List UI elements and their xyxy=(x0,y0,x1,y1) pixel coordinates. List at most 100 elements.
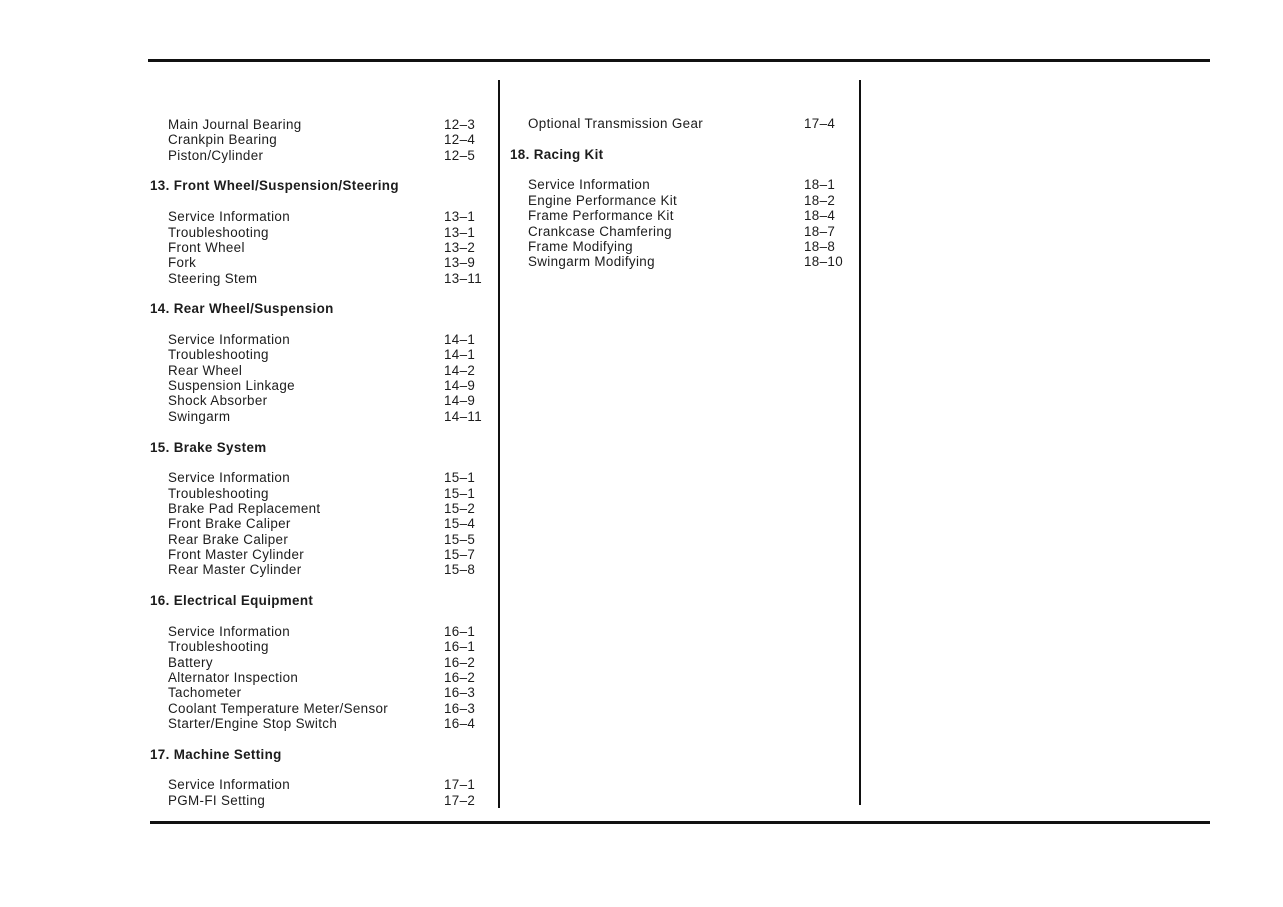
toc-entry: Fork 13–9 xyxy=(150,255,490,270)
toc-entry: Service Information 13–1 xyxy=(150,209,490,224)
toc-entry: Crankcase Chamfering 18–7 xyxy=(510,224,850,239)
entry-page: 16–2 xyxy=(444,669,476,685)
toc-entry: Front Wheel 13–2 xyxy=(150,240,490,255)
toc-entry: Piston/Cylinder 12–5 xyxy=(150,148,490,163)
entry-title: Rear Brake Caliper xyxy=(168,531,289,547)
entry-title: Steering Stem xyxy=(168,270,258,286)
entry-title: Troubleshooting xyxy=(168,347,269,363)
toc-entry: Frame Modifying 18–8 xyxy=(510,239,850,254)
toc-entry: Service Information 14–1 xyxy=(150,332,490,347)
entry-page: 15–2 xyxy=(444,500,476,516)
toc-entry: Front Master Cylinder 15–7 xyxy=(150,547,490,562)
entry-title: Brake Pad Replacement xyxy=(168,500,321,516)
entry-title: Front Brake Caliper xyxy=(168,516,291,532)
entry-page: 18–2 xyxy=(804,192,836,208)
toc-entry: Troubleshooting 14–1 xyxy=(150,347,490,362)
toc-entry: Swingarm Modifying 18–10 xyxy=(510,254,850,269)
entry-page: 18–4 xyxy=(804,208,836,224)
entry-page: 14–1 xyxy=(444,332,476,348)
toc-entry: Shock Absorber 14–9 xyxy=(150,393,490,408)
entry-page: 15–7 xyxy=(444,547,476,563)
entry-page: 14–9 xyxy=(444,393,476,409)
entry-title: Swingarm Modifying xyxy=(528,254,655,270)
entry-title: Service Information xyxy=(168,209,291,225)
toc-entry: Service Information 17–1 xyxy=(150,777,490,792)
top-rule xyxy=(148,59,1210,62)
toc-entry: Rear Brake Caliper 15–5 xyxy=(150,532,490,547)
entry-title: Swingarm xyxy=(168,408,231,424)
entry-page: 12–4 xyxy=(444,132,476,148)
entry-page: 13–11 xyxy=(444,270,482,286)
entry-title: Crankpin Bearing xyxy=(168,132,278,148)
entry-title: Optional Transmission Gear xyxy=(528,116,704,131)
entry-title: Shock Absorber xyxy=(168,393,268,409)
entry-page: 13–9 xyxy=(444,255,476,271)
entry-title: Troubleshooting xyxy=(168,639,269,655)
toc-entry: Frame Performance Kit 18–4 xyxy=(510,208,850,223)
toc-entry: Coolant Temperature Meter/Sensor 16–3 xyxy=(150,701,490,716)
entry-title: Engine Performance Kit xyxy=(528,192,678,208)
entry-page: 15–1 xyxy=(444,470,476,486)
entry-page: 14–9 xyxy=(444,378,476,394)
entry-page: 12–5 xyxy=(444,147,476,163)
toc-entry: Crankpin Bearing 12–4 xyxy=(150,132,490,147)
entry-title: Crankcase Chamfering xyxy=(528,223,672,239)
toc-entry: Rear Master Cylinder 15–8 xyxy=(150,562,490,577)
entry-page: 12–3 xyxy=(444,117,476,132)
entry-page: 15–4 xyxy=(444,516,476,532)
toc-entry: Troubleshooting 16–1 xyxy=(150,639,490,654)
entry-title: Piston/Cylinder xyxy=(168,147,264,163)
entry-title: Troubleshooting xyxy=(168,224,269,240)
section-heading: 13. Front Wheel/Suspension/Steering xyxy=(150,178,399,194)
entry-page: 16–1 xyxy=(444,623,476,639)
entry-title: Battery xyxy=(168,654,213,670)
entry-page: 17–4 xyxy=(804,116,836,131)
toc-section: 18. Racing Kit Service Information 18–1 Eng… xyxy=(510,147,850,270)
toc-entry: Service Information 15–1 xyxy=(150,470,490,485)
column-divider xyxy=(498,80,500,808)
toc-entry: Battery 16–2 xyxy=(150,655,490,670)
entry-page: 15–1 xyxy=(444,485,476,501)
toc-entry: Tachometer 16–3 xyxy=(150,685,490,700)
entry-page: 18–1 xyxy=(804,177,836,193)
toc-section: 15. Brake System Service Information 15–1 T… xyxy=(150,440,490,578)
entry-title: Rear Master Cylinder xyxy=(168,562,302,578)
entry-title: Front Wheel xyxy=(168,239,245,255)
toc-entry: Starter/Engine Stop Switch 16–4 xyxy=(150,716,490,731)
entry-page: 14–2 xyxy=(444,362,476,378)
entry-title: Tachometer xyxy=(168,685,242,701)
toc-entry: Front Brake Caliper 15–4 xyxy=(150,516,490,531)
entry-page: 16–4 xyxy=(444,716,476,732)
right-border xyxy=(859,80,861,805)
toc-entry: Service Information 18–1 xyxy=(510,177,850,192)
entry-page: 18–8 xyxy=(804,238,836,254)
toc-right-column: Optional Transmission Gear 17–4 18. Racing… xyxy=(510,116,850,270)
entry-title: Rear Wheel xyxy=(168,362,243,378)
entry-page: 15–5 xyxy=(444,531,476,547)
entry-title: Frame Modifying xyxy=(528,238,633,254)
entry-title: Alternator Inspection xyxy=(168,669,299,685)
toc-entry: Steering Stem 13–11 xyxy=(150,271,490,286)
entry-page: 14–1 xyxy=(444,347,476,363)
toc-section: 14. Rear Wheel/Suspension Service Informa… xyxy=(150,301,490,424)
toc-section: 16. Electrical Equipment Service Informat… xyxy=(150,593,490,731)
entry-page: 18–7 xyxy=(804,223,836,239)
section-heading: 17. Machine Setting xyxy=(150,746,282,762)
section-heading: 14. Rear Wheel/Suspension xyxy=(150,301,334,317)
toc-entry: Rear Wheel 14–2 xyxy=(150,363,490,378)
toc-entry: Brake Pad Replacement 15–2 xyxy=(150,501,490,516)
toc-entry: Alternator Inspection 16–2 xyxy=(150,670,490,685)
entry-title: Coolant Temperature Meter/Sensor xyxy=(168,700,389,716)
entry-title: Troubleshooting xyxy=(168,485,269,501)
entry-title: Starter/Engine Stop Switch xyxy=(168,716,338,732)
entry-page: 16–3 xyxy=(444,700,476,716)
entry-page: 16–2 xyxy=(444,654,476,670)
toc-entry: Service Information 16–1 xyxy=(150,624,490,639)
bottom-rule xyxy=(150,821,1210,824)
toc-entry: Suspension Linkage 14–9 xyxy=(150,378,490,393)
entry-title: Service Information xyxy=(168,777,291,793)
entry-page: 13–1 xyxy=(444,224,476,240)
entry-title: Service Information xyxy=(168,332,291,348)
toc-left-column: Main Journal Bearing 12–3 Crankpin Bearing… xyxy=(150,117,490,808)
entry-page: 18–10 xyxy=(804,254,843,270)
